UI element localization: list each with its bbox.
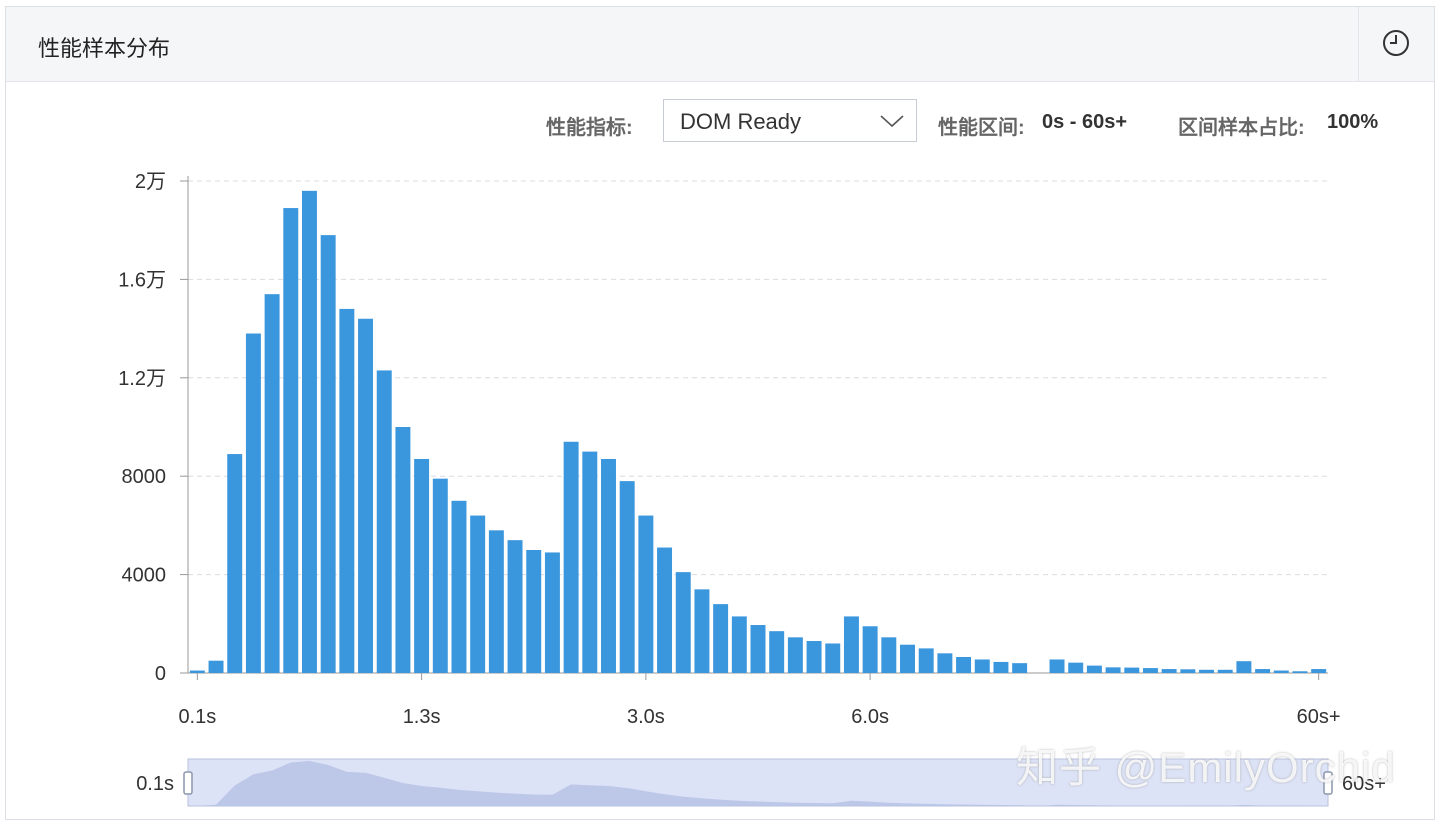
- histogram-bar[interactable]: [1012, 663, 1028, 673]
- histogram-bar[interactable]: [376, 370, 392, 673]
- histogram-bar[interactable]: [974, 659, 990, 673]
- histogram-bar[interactable]: [750, 625, 766, 673]
- range-label: 性能区间:: [938, 117, 1025, 139]
- y-tick-label: 1.2万: [118, 368, 166, 390]
- metric-label: 性能指标:: [546, 117, 633, 139]
- y-tick-label: 0: [155, 663, 166, 685]
- histogram-bar[interactable]: [1255, 669, 1271, 673]
- histogram-bar[interactable]: [675, 572, 691, 673]
- histogram-bar[interactable]: [638, 515, 654, 673]
- histogram-bar[interactable]: [563, 441, 579, 673]
- histogram-bar[interactable]: [208, 660, 224, 673]
- histogram-bar[interactable]: [881, 637, 897, 673]
- ratio-label: 区间样本占比:: [1178, 117, 1305, 139]
- histogram-bar[interactable]: [657, 547, 673, 673]
- histogram-bar[interactable]: [507, 540, 523, 673]
- chevron-down-icon: [880, 115, 904, 128]
- range-value: 0s - 60s+: [1042, 111, 1128, 133]
- histogram-bar[interactable]: [451, 500, 467, 673]
- histogram-bar[interactable]: [414, 458, 430, 673]
- histogram-bar[interactable]: [787, 637, 803, 673]
- histogram-bar[interactable]: [1217, 669, 1233, 673]
- x-tick-label: 0.1s: [178, 706, 216, 728]
- histogram-bar[interactable]: [1142, 668, 1158, 673]
- histogram-bar[interactable]: [283, 208, 299, 673]
- histogram-bar[interactable]: [694, 589, 710, 673]
- histogram-bar[interactable]: [320, 235, 336, 673]
- clock-icon: [1383, 30, 1409, 56]
- chart-toolbar: 性能指标: DOM Ready 性能区间: 0s - 60s+ 区间样本占比: …: [6, 99, 1434, 149]
- histogram-bar[interactable]: [956, 657, 972, 673]
- zoom-slider-start-label: 0.1s: [136, 773, 174, 795]
- metric-select[interactable]: DOM Ready: [663, 99, 917, 142]
- x-tick-label: 3.0s: [627, 706, 665, 728]
- history-button[interactable]: [1358, 7, 1434, 81]
- histogram-bar[interactable]: [619, 481, 635, 673]
- zoom-slider-preview-area: [188, 760, 1328, 806]
- histogram-bar[interactable]: [544, 552, 560, 673]
- histogram-bar[interactable]: [1180, 669, 1196, 673]
- histogram-bar[interactable]: [227, 454, 243, 673]
- histogram-bar[interactable]: [937, 653, 953, 673]
- histogram-bar[interactable]: [918, 648, 934, 673]
- ratio-value: 100%: [1327, 111, 1379, 133]
- histogram-bar[interactable]: [470, 515, 486, 673]
- histogram-bar[interactable]: [1124, 667, 1140, 673]
- zoom-slider-end-handle[interactable]: [1323, 771, 1333, 795]
- histogram-bar[interactable]: [1068, 662, 1084, 673]
- histogram-bar[interactable]: [526, 550, 542, 673]
- x-tick-label: 6.0s: [851, 706, 889, 728]
- x-tick-label: 60s+: [1297, 706, 1341, 728]
- zoom-slider-start-handle[interactable]: [183, 771, 193, 795]
- panel-header: 性能样本分布: [6, 7, 1434, 82]
- histogram-bar[interactable]: [245, 333, 261, 673]
- y-tick-label: 4000: [122, 565, 167, 587]
- histogram-bar[interactable]: [1292, 671, 1308, 673]
- histogram-bar[interactable]: [432, 478, 448, 673]
- histogram-bar[interactable]: [601, 458, 616, 673]
- performance-distribution-panel: 性能样本分布 性能指标: DOM Ready 性能区间: 0s - 60s+ 区…: [5, 6, 1435, 820]
- histogram-bar[interactable]: [1236, 661, 1252, 673]
- histogram-bar[interactable]: [825, 643, 841, 673]
- histogram-bar[interactable]: [843, 616, 859, 673]
- histogram-bar[interactable]: [1273, 670, 1289, 673]
- histogram-bar[interactable]: [1086, 665, 1102, 673]
- histogram-bar[interactable]: [713, 604, 729, 673]
- metric-select-value: DOM Ready: [680, 109, 802, 134]
- y-tick-label: 8000: [122, 466, 167, 488]
- histogram-bar[interactable]: [993, 661, 1009, 673]
- y-tick-label: 2万: [135, 171, 166, 193]
- histogram-bar[interactable]: [1311, 669, 1327, 673]
- histogram-bar[interactable]: [769, 631, 785, 673]
- histogram-bar[interactable]: [395, 427, 411, 673]
- histogram-bar[interactable]: [358, 318, 374, 673]
- histogram-bar[interactable]: [862, 626, 878, 673]
- watermark: 知乎 @EmilyOrchid: [1016, 744, 1396, 791]
- histogram-bar[interactable]: [806, 641, 822, 673]
- x-tick-label: 1.3s: [403, 706, 441, 728]
- histogram-bar[interactable]: [189, 670, 205, 673]
- histogram-bar[interactable]: [488, 530, 504, 673]
- histogram-bar[interactable]: [264, 294, 280, 673]
- y-tick-label: 1.6万: [118, 269, 166, 291]
- histogram-bar[interactable]: [900, 644, 915, 673]
- histogram-bar[interactable]: [1199, 669, 1214, 673]
- panel-title: 性能样本分布: [38, 36, 171, 61]
- histogram-bar[interactable]: [582, 451, 598, 673]
- histogram-bar[interactable]: [1049, 659, 1065, 673]
- histogram-bar[interactable]: [1105, 667, 1121, 673]
- histogram-bar[interactable]: [731, 616, 747, 673]
- histogram-bar[interactable]: [339, 308, 355, 673]
- histogram-bar[interactable]: [302, 190, 317, 673]
- zoom-slider-end-label: 60s+: [1342, 773, 1386, 795]
- histogram-bar[interactable]: [1161, 669, 1177, 673]
